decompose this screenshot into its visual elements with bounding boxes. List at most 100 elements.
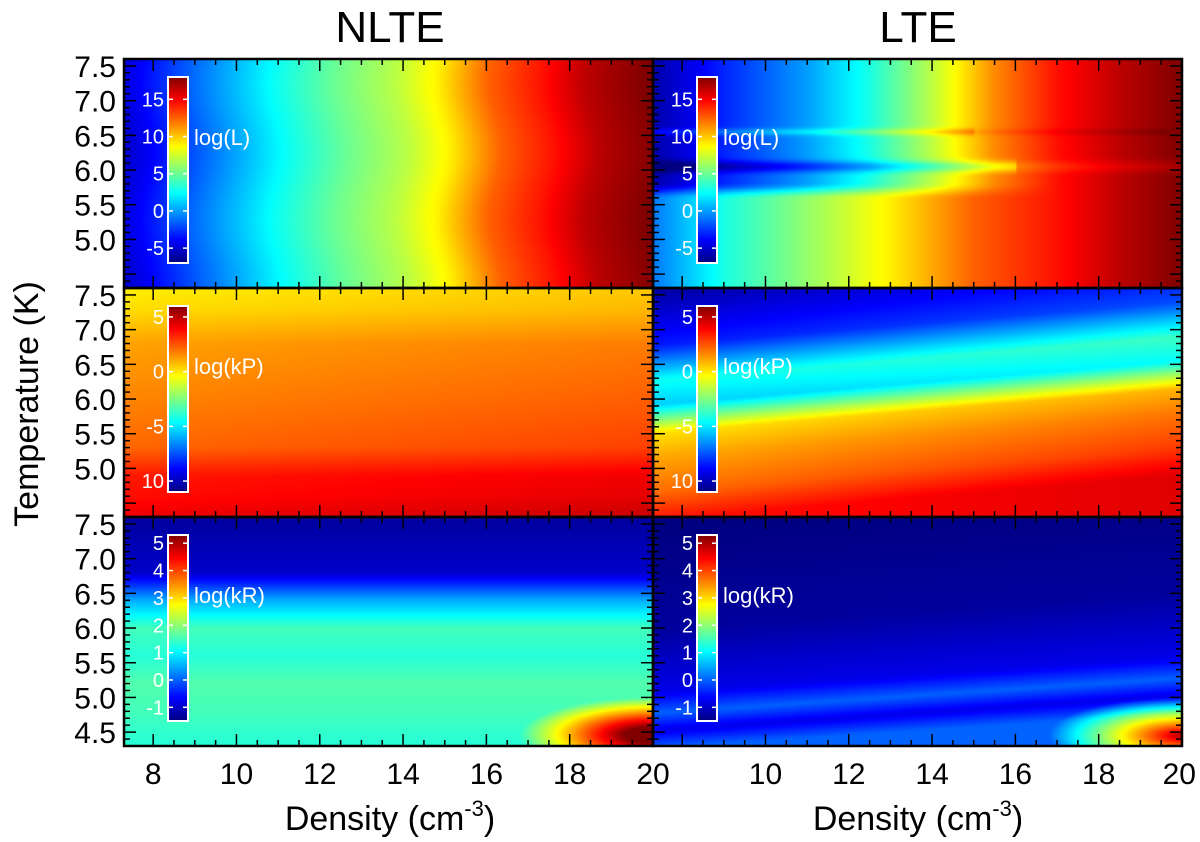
colorbar-tick-label: 0: [153, 201, 164, 223]
y-tick-label: 7.5: [74, 509, 116, 542]
x-tick-label: 14: [386, 758, 419, 791]
colorbar-tick-label: 10: [671, 127, 693, 149]
colorbar-tick-label: 10: [142, 127, 164, 149]
colorbar-tick-label: 15: [142, 89, 164, 111]
colorbar-tick-label: 5: [682, 533, 693, 555]
x-tick-label: 16: [999, 758, 1032, 791]
colorbar-tick-label: 0: [153, 362, 164, 384]
colorbar-tick-label: 10: [142, 471, 164, 493]
colorbar-tick-label: -1: [675, 697, 693, 719]
y-axis-label: Temperature (K): [8, 281, 46, 527]
y-tick-label: 6.5: [74, 120, 116, 153]
heatmap-logl-nlte: [124, 59, 653, 288]
colorbar-tick-label: 4: [153, 561, 164, 583]
colorbar-tick-label: 2: [153, 615, 164, 637]
colorbar-label: log(L): [723, 125, 779, 150]
x-tick-label: 8: [145, 758, 162, 791]
x-tick-label: 12: [303, 758, 336, 791]
y-tick-label: 7.5: [74, 280, 116, 313]
y-tick-label: 7.5: [74, 51, 116, 84]
x-axis-label-left-text: Density (cm: [285, 800, 464, 838]
colorbar: 5 4 3 2 1 0 -1 log(kR): [675, 533, 794, 722]
colorbar-tick-label: 1: [153, 643, 164, 665]
panel-grid: 151050-5log(L)151050-5log(L)50-510log(kP…: [124, 59, 1182, 746]
y-tick-label: 5.0: [74, 453, 116, 486]
colorbar-tick-label: 3: [153, 588, 164, 610]
x-tick-label: 14: [915, 758, 948, 791]
y-tick-label: 7.0: [74, 544, 116, 577]
heatmap-logkr-lte: [653, 517, 1182, 746]
colorbar-tick-label: 5: [153, 533, 164, 555]
colorbar-tick-label: 1: [682, 643, 693, 665]
y-tick-label: 5.5: [74, 419, 116, 452]
heatmap-logl-lte: [653, 59, 1182, 288]
colorbar-gradient: [167, 305, 189, 493]
y-tick-label: 6.0: [74, 613, 116, 646]
colorbar: 5 0 -5 10 log(kP): [142, 305, 264, 493]
panel-frame: [651, 515, 1184, 748]
colorbar-tick-label: 0: [682, 201, 693, 223]
colorbar-tick-label: 15: [671, 89, 693, 111]
colorbar-tick-label: 0: [682, 670, 693, 692]
colorbar-tick-label: 4: [682, 561, 693, 583]
colorbar: 5 0 -5 10 log(kP): [671, 305, 793, 493]
colorbar-tick-label: -5: [146, 238, 164, 260]
colorbar: 15 10 5 0 -5 log(L): [142, 76, 250, 264]
colorbar: 15 10 5 0 -5 log(L): [671, 76, 779, 264]
x-tick-label: 10: [220, 758, 253, 791]
y-tick-label: 6.0: [74, 384, 116, 417]
colorbar-tick-label: 10: [671, 471, 693, 493]
x-axis-label-left-end: ): [484, 800, 495, 838]
x-tick-label: 18: [553, 758, 586, 791]
x-axis-label-right: Density (cm-3): [813, 796, 1023, 838]
colorbar-label: log(L): [194, 125, 250, 150]
y-tick-label: 5.5: [74, 190, 116, 223]
colorbar-label: log(kR): [194, 583, 265, 608]
heatmap-logkr-nlte: [124, 517, 653, 746]
colorbar-gradient: [167, 76, 189, 264]
x-axis-label-right-sup: -3: [992, 796, 1012, 821]
x-tick-label: 20: [1163, 758, 1196, 791]
x-axis-label-right-text: Density (cm: [813, 800, 992, 838]
axes-layer: 7.57.06.56.05.55.07.57.06.56.05.55.07.57…: [74, 51, 1196, 791]
colorbar-gradient: [696, 76, 718, 264]
colorbar-tick-label: -5: [675, 238, 693, 260]
y-tick-label: 6.5: [74, 578, 116, 611]
y-tick-label: 5.5: [74, 648, 116, 681]
y-tick-label: 5.0: [74, 224, 116, 257]
y-tick-label: 6.0: [74, 155, 116, 188]
colorbar-tick-label: 0: [153, 670, 164, 692]
x-axis-label-left: Density (cm-3): [285, 796, 495, 838]
colorbar-tick-label: -5: [146, 416, 164, 438]
colorbar-tick-label: 5: [682, 307, 693, 329]
colorbar-tick-label: 0: [682, 362, 693, 384]
colorbar-tick-label: 2: [682, 615, 693, 637]
heatmap-logkp-nlte: [124, 288, 653, 517]
x-tick-label: 16: [470, 758, 503, 791]
y-tick-label: 7.0: [74, 86, 116, 119]
colorbar-tick-label: 3: [682, 588, 693, 610]
x-tick-label: 18: [1082, 758, 1115, 791]
x-tick-label: 12: [832, 758, 865, 791]
colorbar-tick-label: 5: [153, 164, 164, 186]
x-tick-label: 20: [636, 758, 669, 791]
y-tick-label: 6.5: [74, 349, 116, 382]
colorbar-gradient: [167, 534, 189, 722]
colorbar: 5 4 3 2 1 0 -1 log(kR): [146, 533, 265, 722]
column-title-lte: LTE: [879, 3, 956, 52]
x-tick-label: 10: [749, 758, 782, 791]
column-title-nltE: NLTE: [335, 3, 444, 52]
heatmap-logkp-lte: [653, 288, 1182, 517]
colorbar-label: log(kR): [723, 583, 794, 608]
y-tick-label: 4.5: [74, 717, 116, 750]
colorbar-gradient: [696, 305, 718, 493]
colorbar-tick-label: -1: [146, 697, 164, 719]
colorbar-tick-label: 5: [682, 164, 693, 186]
colorbar-label: log(kP): [194, 354, 264, 379]
x-axis-label-right-end: ): [1012, 800, 1023, 838]
colorbar-tick-label: -5: [675, 416, 693, 438]
y-tick-label: 5.0: [74, 682, 116, 715]
colorbar-gradient: [696, 534, 718, 722]
colorbar-label: log(kP): [723, 354, 793, 379]
